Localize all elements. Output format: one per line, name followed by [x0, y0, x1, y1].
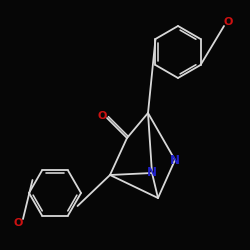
Text: N: N [147, 166, 157, 179]
Text: O: O [13, 218, 23, 228]
Text: O: O [97, 111, 107, 121]
Text: N: N [170, 154, 180, 166]
Text: O: O [223, 17, 233, 27]
